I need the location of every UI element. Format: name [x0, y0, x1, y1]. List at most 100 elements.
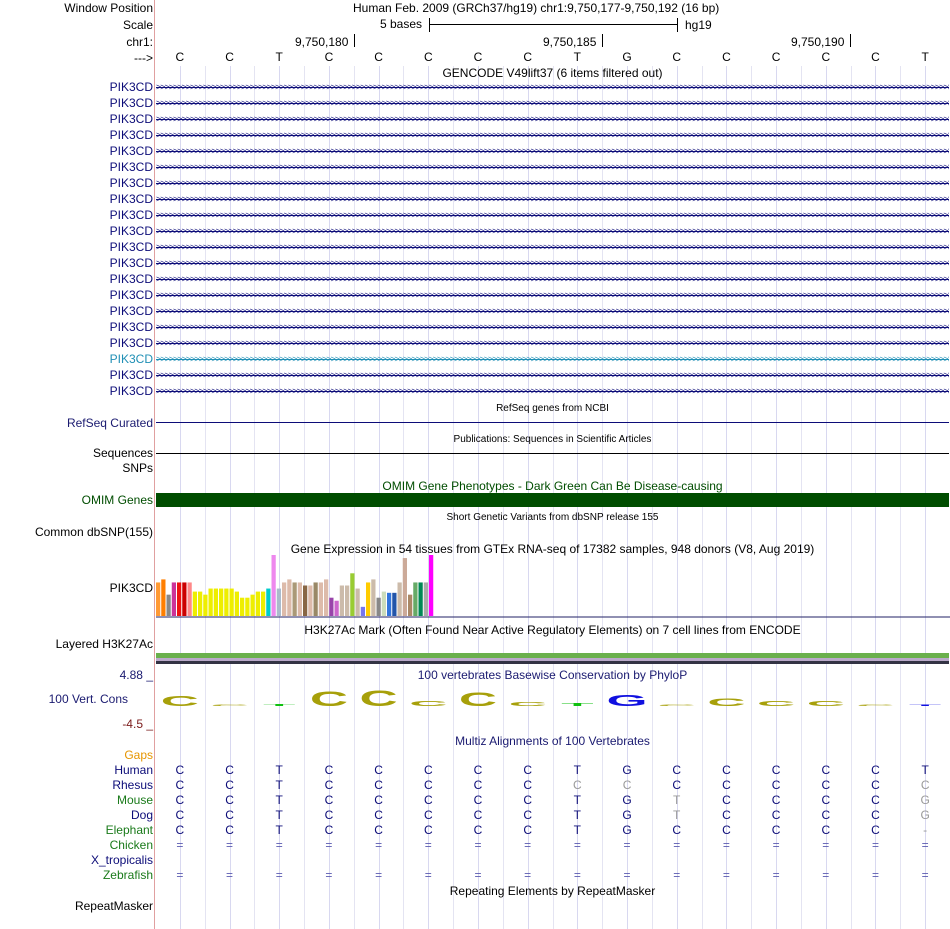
- species-label[interactable]: Mouse: [116, 793, 153, 807]
- gencode-transcript-line[interactable]: >>>>>>>>>>>>>>>>>>>>>>>>>>>>>>>>>>>>>>>>…: [156, 386, 949, 396]
- gencode-transcript-label[interactable]: PIK3CD: [109, 96, 153, 110]
- gencode-transcript-line[interactable]: >>>>>>>>>>>>>>>>>>>>>>>>>>>>>>>>>>>>>>>>…: [156, 82, 949, 92]
- aligned-base: =: [424, 838, 432, 852]
- gencode-transcript-label[interactable]: PIK3CD: [109, 240, 153, 254]
- h3k27ac-track-title[interactable]: H3K27Ac Mark (Often Found Near Active Re…: [304, 623, 801, 637]
- dbsnp-track-title[interactable]: Short Genetic Variants from dbSNP releas…: [446, 512, 659, 523]
- gtex-tissue-bar: [234, 591, 239, 616]
- gtex-tissue-bar: [418, 582, 423, 616]
- species-label[interactable]: Rhesus: [112, 778, 153, 792]
- species-label[interactable]: Human: [114, 763, 153, 777]
- gencode-transcript-label[interactable]: PIK3CD: [109, 272, 153, 286]
- gtex-tissue-bar: [402, 558, 407, 616]
- gencode-transcript-line[interactable]: >>>>>>>>>>>>>>>>>>>>>>>>>>>>>>>>>>>>>>>>…: [156, 130, 949, 140]
- gencode-transcript-line[interactable]: >>>>>>>>>>>>>>>>>>>>>>>>>>>>>>>>>>>>>>>>…: [156, 338, 949, 348]
- gencode-track-title[interactable]: GENCODE V49lift37 (6 items filtered out): [442, 66, 663, 80]
- gencode-transcript-label[interactable]: PIK3CD: [109, 336, 153, 350]
- reference-base: C: [374, 50, 383, 64]
- aligned-base: C: [374, 778, 383, 792]
- gencode-transcript-line[interactable]: >>>>>>>>>>>>>>>>>>>>>>>>>>>>>>>>>>>>>>>>…: [156, 210, 949, 220]
- refseq-track-label[interactable]: RefSeq Curated: [66, 416, 153, 430]
- phylop-track-label[interactable]: 100 Vert. Cons: [48, 692, 128, 706]
- omim-track-label[interactable]: OMIM Genes: [81, 493, 153, 507]
- h3k27ac-track-label[interactable]: Layered H3K27Ac: [55, 637, 153, 651]
- gencode-transcript-label[interactable]: PIK3CD: [109, 208, 153, 222]
- gencode-transcript-line[interactable]: >>>>>>>>>>>>>>>>>>>>>>>>>>>>>>>>>>>>>>>>…: [156, 194, 949, 204]
- repeatmasker-track-title[interactable]: Repeating Elements by RepeatMasker: [449, 884, 656, 898]
- gencode-transcript-label[interactable]: PIK3CD: [109, 256, 153, 270]
- gencode-transcript-label[interactable]: PIK3CD: [109, 288, 153, 302]
- strand-arrows: >>>>>>>>>>>>>>>>>>>>>>>>>>>>>>>>>>>>>>>>…: [156, 242, 949, 252]
- publications-track-label[interactable]: Sequences: [92, 446, 153, 460]
- gencode-transcript-line[interactable]: >>>>>>>>>>>>>>>>>>>>>>>>>>>>>>>>>>>>>>>>…: [156, 322, 949, 332]
- phylop-max-label: 4.88 _: [119, 668, 153, 682]
- repeatmasker-track-label[interactable]: RepeatMasker: [74, 899, 153, 913]
- gencode-transcript-label[interactable]: PIK3CD: [109, 368, 153, 382]
- gtex-tissue-bar: [413, 582, 418, 616]
- gtex-tissue-bar: [371, 579, 376, 616]
- h3k27ac-signal-green[interactable]: [156, 653, 949, 658]
- species-label[interactable]: X_tropicalis: [90, 853, 153, 867]
- publications-line[interactable]: [156, 453, 949, 454]
- gencode-transcript-label[interactable]: PIK3CD: [109, 352, 153, 366]
- aligned-base: C: [374, 808, 383, 822]
- gencode-transcript-label[interactable]: PIK3CD: [109, 320, 153, 334]
- gencode-transcript-line[interactable]: >>>>>>>>>>>>>>>>>>>>>>>>>>>>>>>>>>>>>>>>…: [156, 146, 949, 156]
- gtex-expression-chart[interactable]: [155, 555, 950, 618]
- gencode-transcript-line[interactable]: >>>>>>>>>>>>>>>>>>>>>>>>>>>>>>>>>>>>>>>>…: [156, 226, 949, 236]
- h3k27ac-signal-dark[interactable]: [156, 661, 949, 664]
- gtex-track-label[interactable]: PIK3CD: [109, 581, 153, 595]
- species-label[interactable]: Elephant: [105, 823, 153, 837]
- gencode-transcript-label[interactable]: PIK3CD: [109, 128, 153, 142]
- gencode-transcript-line[interactable]: >>>>>>>>>>>>>>>>>>>>>>>>>>>>>>>>>>>>>>>>…: [156, 290, 949, 300]
- species-label[interactable]: Dog: [130, 808, 153, 822]
- aligned-base: C: [225, 823, 234, 837]
- omim-phenotype-bar[interactable]: [156, 493, 949, 507]
- gencode-transcript-label[interactable]: PIK3CD: [109, 80, 153, 94]
- window-position-value: Human Feb. 2009 (GRCh37/hg19) chr1:9,750…: [353, 1, 720, 15]
- gencode-transcript-label[interactable]: PIK3CD: [109, 304, 153, 318]
- gencode-transcript-label[interactable]: PIK3CD: [109, 192, 153, 206]
- scale-bar-left-tick: [429, 18, 430, 32]
- omim-track-title[interactable]: OMIM Gene Phenotypes - Dark Green Can Be…: [382, 479, 723, 493]
- strand-arrows: >>>>>>>>>>>>>>>>>>>>>>>>>>>>>>>>>>>>>>>>…: [156, 290, 949, 300]
- gencode-transcript-label[interactable]: PIK3CD: [109, 160, 153, 174]
- gencode-transcript-line[interactable]: >>>>>>>>>>>>>>>>>>>>>>>>>>>>>>>>>>>>>>>>…: [156, 274, 949, 284]
- aligned-base: C: [473, 778, 483, 792]
- aligned-base: C: [672, 763, 682, 777]
- gencode-transcript-line[interactable]: >>>>>>>>>>>>>>>>>>>>>>>>>>>>>>>>>>>>>>>>…: [156, 98, 949, 108]
- gencode-transcript-label[interactable]: PIK3CD: [109, 112, 153, 126]
- gencode-transcript-line[interactable]: >>>>>>>>>>>>>>>>>>>>>>>>>>>>>>>>>>>>>>>>…: [156, 242, 949, 252]
- gencode-transcript-line[interactable]: >>>>>>>>>>>>>>>>>>>>>>>>>>>>>>>>>>>>>>>>…: [156, 162, 949, 172]
- gencode-transcript-line[interactable]: >>>>>>>>>>>>>>>>>>>>>>>>>>>>>>>>>>>>>>>>…: [156, 306, 949, 316]
- aligned-base: C: [225, 778, 234, 792]
- multiz-track-title[interactable]: Multiz Alignments of 100 Vertebrates: [455, 734, 650, 748]
- publications-track-title[interactable]: Publications: Sequences in Scientific Ar…: [453, 434, 652, 445]
- multiz-gaps-label: Gaps: [124, 748, 153, 762]
- aligned-base: =: [623, 838, 631, 852]
- gencode-transcript-line[interactable]: >>>>>>>>>>>>>>>>>>>>>>>>>>>>>>>>>>>>>>>>…: [156, 114, 949, 124]
- species-label[interactable]: Zebrafish: [102, 868, 153, 882]
- gtex-tissue-bar: [297, 582, 302, 616]
- gencode-transcript-line[interactable]: >>>>>>>>>>>>>>>>>>>>>>>>>>>>>>>>>>>>>>>>…: [156, 354, 949, 364]
- aligned-base: =: [226, 838, 234, 852]
- gencode-transcript-line[interactable]: >>>>>>>>>>>>>>>>>>>>>>>>>>>>>>>>>>>>>>>>…: [156, 178, 949, 188]
- snps-track-label[interactable]: SNPs: [122, 461, 153, 475]
- gtex-track-title[interactable]: Gene Expression in 54 tissues from GTEx …: [290, 542, 815, 556]
- gencode-transcript-label[interactable]: PIK3CD: [109, 384, 153, 398]
- refseq-track-title[interactable]: RefSeq genes from NCBI: [496, 403, 609, 414]
- gencode-transcript-line[interactable]: >>>>>>>>>>>>>>>>>>>>>>>>>>>>>>>>>>>>>>>>…: [156, 370, 949, 380]
- dbsnp-track-label[interactable]: Common dbSNP(155): [34, 525, 153, 539]
- gencode-transcript-line[interactable]: >>>>>>>>>>>>>>>>>>>>>>>>>>>>>>>>>>>>>>>>…: [156, 258, 949, 268]
- gencode-transcript-label[interactable]: PIK3CD: [109, 224, 153, 238]
- gtex-tissue-bar: [177, 582, 182, 616]
- gencode-transcript-label[interactable]: PIK3CD: [109, 144, 153, 158]
- refseq-gene-line[interactable]: [156, 422, 949, 423]
- aligned-base: C: [324, 778, 334, 792]
- gencode-transcript-label[interactable]: PIK3CD: [109, 176, 153, 190]
- species-label[interactable]: Chicken: [109, 838, 153, 852]
- phylop-track-title[interactable]: 100 vertebrates Basewise Conservation by…: [417, 668, 688, 682]
- h3k27ac-signal-lavender[interactable]: [156, 658, 949, 661]
